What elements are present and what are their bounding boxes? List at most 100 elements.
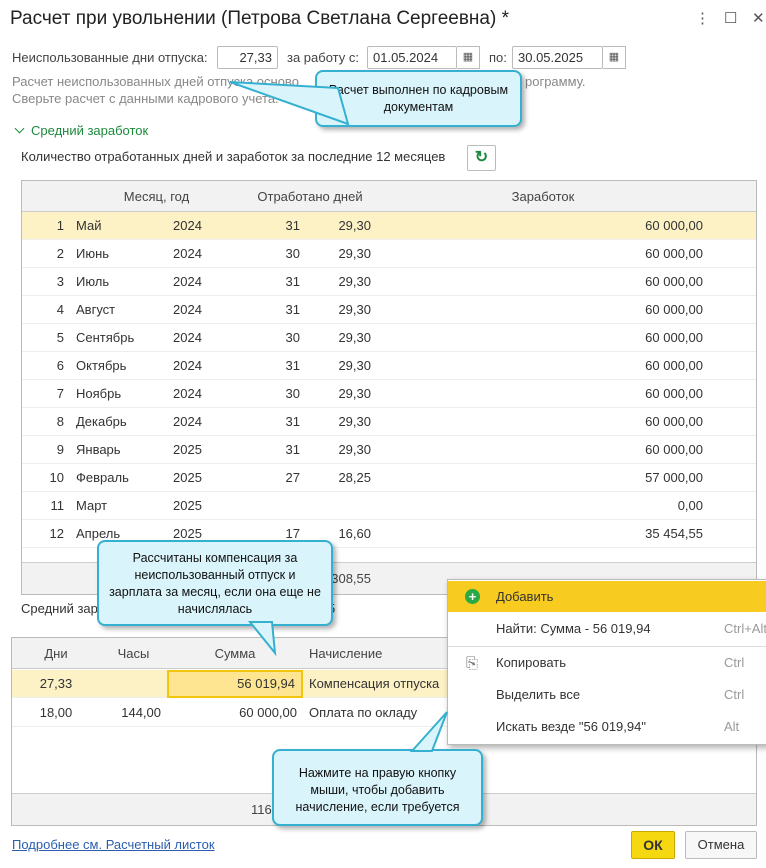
table-cell: 27	[285, 470, 300, 485]
table-cell: 2025	[173, 442, 202, 457]
table-cell: Январь	[76, 442, 121, 457]
callout-hr-documents: Расчет выполнен по кадровым документам	[315, 70, 522, 127]
table-cell: 0,00	[677, 498, 703, 513]
note-line-2: Сверьте расчет с данными кадрового учета…	[12, 91, 279, 106]
menu-label: Искать везде "56 019,94"	[496, 719, 646, 734]
footer-days-total: 308,55	[331, 571, 371, 586]
table-cell: 57 000,00	[645, 470, 703, 485]
table-row[interactable]: 18,00 144,00 60 000,00 Оплата по окладу	[12, 699, 756, 727]
table-row[interactable]: 7 Ноябрь 2024 30 29,30 60 000,00	[22, 380, 756, 408]
table-cell: 2024	[173, 414, 202, 429]
note-text: Расчет неиспользованных дней отпуска осн…	[12, 74, 299, 89]
table-cell: 35 454,55	[645, 526, 703, 541]
context-menu: + Добавить Найти: Сумма - 56 019,94 Ctrl+A…	[447, 579, 766, 745]
table-row[interactable]: 8 Декабрь 2024 31 29,30 60 000,00	[22, 408, 756, 436]
header-month[interactable]: Месяц, год	[123, 189, 190, 204]
unused-days-input[interactable]: 27,33	[217, 46, 278, 69]
table-cell: 2024	[173, 246, 202, 261]
table-cell: 31	[285, 274, 300, 289]
table-row[interactable]: 9 Январь 2025 31 29,30 60 000,00	[22, 436, 756, 464]
header-hours[interactable]: Часы	[117, 646, 150, 661]
menu-label: Копировать	[496, 655, 566, 670]
cancel-button[interactable]: Отмена	[685, 831, 757, 859]
maximize-icon[interactable]: ☐	[724, 10, 738, 27]
from-date-input[interactable]: 01.05.2024	[367, 46, 457, 69]
table-row[interactable]: 10 Февраль 2025 27 28,25 57 000,00	[22, 464, 756, 492]
table-row[interactable]: 3 Июль 2024 31 29,30 60 000,00	[22, 268, 756, 296]
table-cell: 29,30	[338, 302, 371, 317]
menu-label: Найти: Сумма - 56 019,94	[496, 621, 651, 636]
header-earnings[interactable]: Заработок	[511, 189, 575, 204]
section-toggle[interactable]: Средний заработок	[14, 123, 148, 138]
close-icon[interactable]: ✕	[752, 10, 765, 27]
table-row[interactable]: 5 Сентябрь 2024 30 29,30 60 000,00	[22, 324, 756, 352]
table-cell: 31	[285, 302, 300, 317]
note-line-1: Расчет неиспользованных дней отпуска осн…	[12, 74, 586, 89]
table-cell[interactable]: Оплата по окладу	[309, 705, 418, 720]
menu-separator	[448, 646, 766, 647]
table-cell: 4	[56, 302, 64, 317]
menu-item-search-everywhere[interactable]: Искать везде "56 019,94" Alt	[448, 711, 766, 742]
header-sum[interactable]: Сумма	[214, 646, 256, 661]
table-cell: 10	[49, 470, 64, 485]
table-cell: 7	[56, 386, 64, 401]
refresh-button[interactable]: ↻	[467, 145, 496, 171]
table-cell: 29,30	[338, 218, 371, 233]
table-cell: 2024	[173, 358, 202, 373]
unused-days-label: Неиспользованные дни отпуска:	[12, 50, 208, 65]
table-cell: 60 000,00	[645, 414, 703, 429]
table-cell: 60 000,00	[645, 330, 703, 345]
average-earnings-label: Средний зар5	[21, 601, 335, 616]
menu-item-select-all[interactable]: Выделить все Ctrl	[448, 679, 766, 710]
table-cell: 29,30	[338, 442, 371, 457]
table-cell: 29,30	[338, 358, 371, 373]
table-cell: 2024	[173, 218, 202, 233]
menu-shortcut: Ctrl	[724, 687, 745, 702]
table-cell: 2025	[173, 498, 202, 513]
plus-circle-icon: +	[465, 589, 480, 604]
menu-item-copy[interactable]: ⎘ Копировать Ctrl	[448, 647, 766, 678]
table-row[interactable]: 4 Август 2024 31 29,30 60 000,00	[22, 296, 756, 324]
table-cell: 29,30	[338, 330, 371, 345]
table-row[interactable]: 2 Июнь 2024 30 29,30 60 000,00	[22, 240, 756, 268]
table-cell: 60 000,00	[645, 442, 703, 457]
chevron-down-icon	[14, 123, 25, 134]
note-text-end: рограмму.	[525, 74, 586, 89]
callout-right-click: Нажмите на правую кнопку мыши, чтобы доб…	[272, 749, 483, 826]
to-label: по:	[489, 50, 507, 65]
table-row[interactable]: 12 Апрель 2025 17 16,60 35 454,55	[22, 520, 756, 548]
table-cell: 30	[285, 386, 300, 401]
menu-item-add[interactable]: + Добавить	[448, 581, 766, 612]
table-cell[interactable]: 144,00	[121, 705, 161, 720]
more-icon[interactable]: ⋮	[695, 10, 710, 27]
header-accrual[interactable]: Начисление	[309, 646, 383, 661]
table-cell: 31	[285, 218, 300, 233]
table-row[interactable]: 6 Октябрь 2024 31 29,30 60 000,00	[22, 352, 756, 380]
table-cell: Август	[76, 302, 116, 317]
calendar-icon[interactable]: ▦	[457, 46, 480, 69]
to-date-input[interactable]: 30.05.2025	[512, 46, 603, 69]
table-cell[interactable]: 18,00	[39, 705, 73, 720]
menu-shortcut: Ctrl+Alt	[724, 621, 766, 636]
payslip-link[interactable]: Подробнее см. Расчетный листок	[12, 837, 215, 852]
calendar-icon[interactable]: ▦	[603, 46, 626, 69]
table-cell: Февраль	[76, 470, 129, 485]
table-cell[interactable]: 27,33	[39, 676, 73, 691]
table-row[interactable]: 1 Май 2024 31 29,30 60 000,00	[22, 212, 756, 240]
table-row[interactable]: 11 Март 2025 0,00	[22, 492, 756, 520]
ok-button[interactable]: ОК	[631, 831, 675, 859]
menu-shortcut: Alt	[724, 719, 740, 734]
table-cell[interactable]: 56 019,94	[167, 670, 303, 698]
table-cell[interactable]: 60 000,00	[239, 705, 297, 720]
header-days[interactable]: Дни	[44, 646, 68, 661]
section-title: Средний заработок	[31, 123, 149, 138]
menu-item-find[interactable]: Найти: Сумма - 56 019,94 Ctrl+Alt	[448, 613, 766, 644]
table-cell[interactable]: Компенсация отпуска	[309, 676, 440, 691]
copy-icon: ⎘	[466, 655, 479, 672]
table-cell: 2024	[173, 274, 202, 289]
header-days[interactable]: Отработано дней	[257, 189, 363, 204]
table-cell: 2024	[173, 386, 202, 401]
table-cell: 2024	[173, 302, 202, 317]
table-cell[interactable]	[100, 670, 167, 698]
table-cell: 2024	[173, 330, 202, 345]
